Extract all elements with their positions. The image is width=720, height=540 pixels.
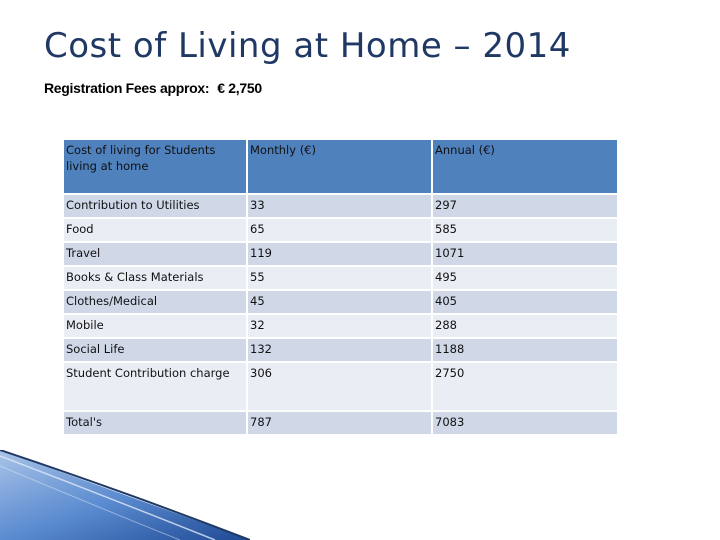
row-category: Travel (64, 243, 246, 265)
row-category: Social Life (64, 339, 246, 361)
row-category: Student Contribution charge (64, 363, 246, 410)
row-annual: 405 (433, 291, 617, 313)
row-annual: 297 (433, 195, 617, 217)
header-monthly: Monthly (€) (248, 140, 431, 193)
table-row: Clothes/Medical 45 405 (64, 291, 617, 313)
header-annual: Annual (€) (433, 140, 617, 193)
table-row: Food 65 585 (64, 219, 617, 241)
row-annual: 2750 (433, 363, 617, 410)
table-header-row: Cost of living for Students living at ho… (64, 140, 617, 193)
row-monthly: 45 (248, 291, 431, 313)
row-annual: 1188 (433, 339, 617, 361)
total-annual: 7083 (433, 412, 617, 434)
table-row: Travel 119 1071 (64, 243, 617, 265)
total-label: Total's (64, 412, 246, 434)
row-category: Mobile (64, 315, 246, 337)
row-monthly: 306 (248, 363, 431, 410)
row-category: Books & Class Materials (64, 267, 246, 289)
row-monthly: 132 (248, 339, 431, 361)
header-category: Cost of living for Students living at ho… (64, 140, 246, 193)
row-monthly: 32 (248, 315, 431, 337)
row-category: Food (64, 219, 246, 241)
table-row: Social Life 132 1188 (64, 339, 617, 361)
table-row: Mobile 32 288 (64, 315, 617, 337)
row-monthly: 119 (248, 243, 431, 265)
row-category: Clothes/Medical (64, 291, 246, 313)
slide-title: Cost of Living at Home – 2014 (44, 26, 571, 66)
table-row: Student Contribution charge 306 2750 (64, 363, 617, 410)
row-monthly: 33 (248, 195, 431, 217)
table-row-total: Total's 787 7083 (64, 412, 617, 434)
row-annual: 585 (433, 219, 617, 241)
row-monthly: 55 (248, 267, 431, 289)
table-row: Books & Class Materials 55 495 (64, 267, 617, 289)
row-annual: 1071 (433, 243, 617, 265)
row-annual: 495 (433, 267, 617, 289)
registration-fees-value: € 2,750 (217, 80, 262, 96)
row-monthly: 65 (248, 219, 431, 241)
decorative-corner-swoosh (0, 450, 250, 540)
registration-fees-label: Registration Fees approx: (44, 80, 210, 96)
cost-of-living-table: Cost of living for Students living at ho… (62, 138, 619, 436)
table-row: Contribution to Utilities 33 297 (64, 195, 617, 217)
total-monthly: 787 (248, 412, 431, 434)
row-category: Contribution to Utilities (64, 195, 246, 217)
row-annual: 288 (433, 315, 617, 337)
registration-fees-note: Registration Fees approx: € 2,750 (44, 80, 262, 96)
